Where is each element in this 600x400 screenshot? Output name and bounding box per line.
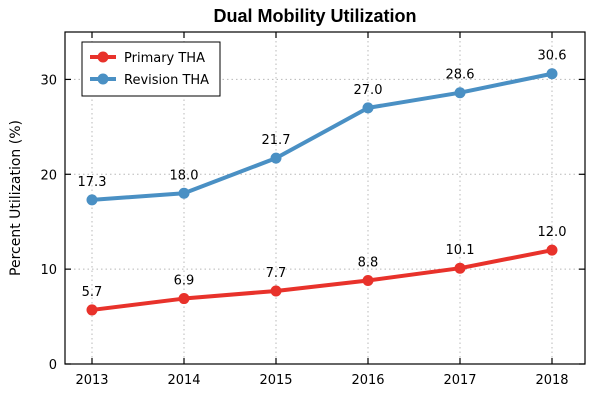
data-point <box>546 244 558 256</box>
data-label: 27.0 <box>354 83 383 98</box>
legend-swatch-marker <box>97 51 109 63</box>
legend: Primary THA Revision THA <box>81 41 221 97</box>
data-label: 21.7 <box>262 133 291 148</box>
data-label: 7.7 <box>266 266 287 281</box>
x-tick-label: 2018 <box>535 373 568 388</box>
data-point <box>270 285 282 297</box>
chart-title: Dual Mobility Utilization <box>214 6 417 26</box>
y-tick-label: 10 <box>40 263 57 278</box>
plot-frame <box>64 31 586 365</box>
legend-swatch-marker <box>97 73 109 85</box>
data-label: 17.3 <box>78 175 107 190</box>
series-revision-tha: 17.3 18.0 21.7 27.0 28.6 30.6 <box>78 49 567 206</box>
y-tick-label: 30 <box>40 73 57 88</box>
data-point <box>86 194 98 206</box>
data-point <box>178 293 190 305</box>
data-point <box>454 87 466 99</box>
series: 5.7 6.9 7.7 8.8 10.1 12.0 17.3 18.0 21.7 27.0 28.6… <box>78 49 567 316</box>
legend-box <box>81 41 221 97</box>
x-tick-label: 2013 <box>75 373 108 388</box>
data-label: 8.8 <box>358 256 379 271</box>
y-axis-label: Percent Utilization (%) <box>8 120 24 276</box>
data-point <box>270 152 282 164</box>
x-tick-label: 2015 <box>259 373 292 388</box>
data-label: 28.6 <box>446 68 475 83</box>
series-primary-tha: 5.7 6.9 7.7 8.8 10.1 12.0 <box>82 225 567 316</box>
data-label: 6.9 <box>174 274 195 289</box>
data-point <box>546 68 558 80</box>
data-point <box>86 304 98 316</box>
data-label: 18.0 <box>170 168 199 183</box>
data-point <box>454 262 466 274</box>
y-tick-label: 20 <box>40 168 57 183</box>
data-label: 12.0 <box>538 225 567 240</box>
legend-entry: Revision THA <box>124 73 209 88</box>
x-tick-label: 2017 <box>443 373 476 388</box>
data-point <box>362 275 374 287</box>
data-label: 30.6 <box>538 49 567 64</box>
y-tick-label: 0 <box>49 358 57 373</box>
series-line <box>91 71 553 202</box>
data-point <box>178 187 190 199</box>
legend-entry: Primary THA <box>124 51 205 66</box>
data-label: 5.7 <box>82 285 103 300</box>
x-tick-label: 2014 <box>167 373 200 388</box>
data-label: 10.1 <box>446 243 475 258</box>
x-tick-label: 2016 <box>351 373 384 388</box>
axes: 0 10 20 30 2013 2014 2015 2016 2017 2018 <box>40 32 585 388</box>
data-point <box>362 102 374 114</box>
series-line <box>91 248 553 312</box>
